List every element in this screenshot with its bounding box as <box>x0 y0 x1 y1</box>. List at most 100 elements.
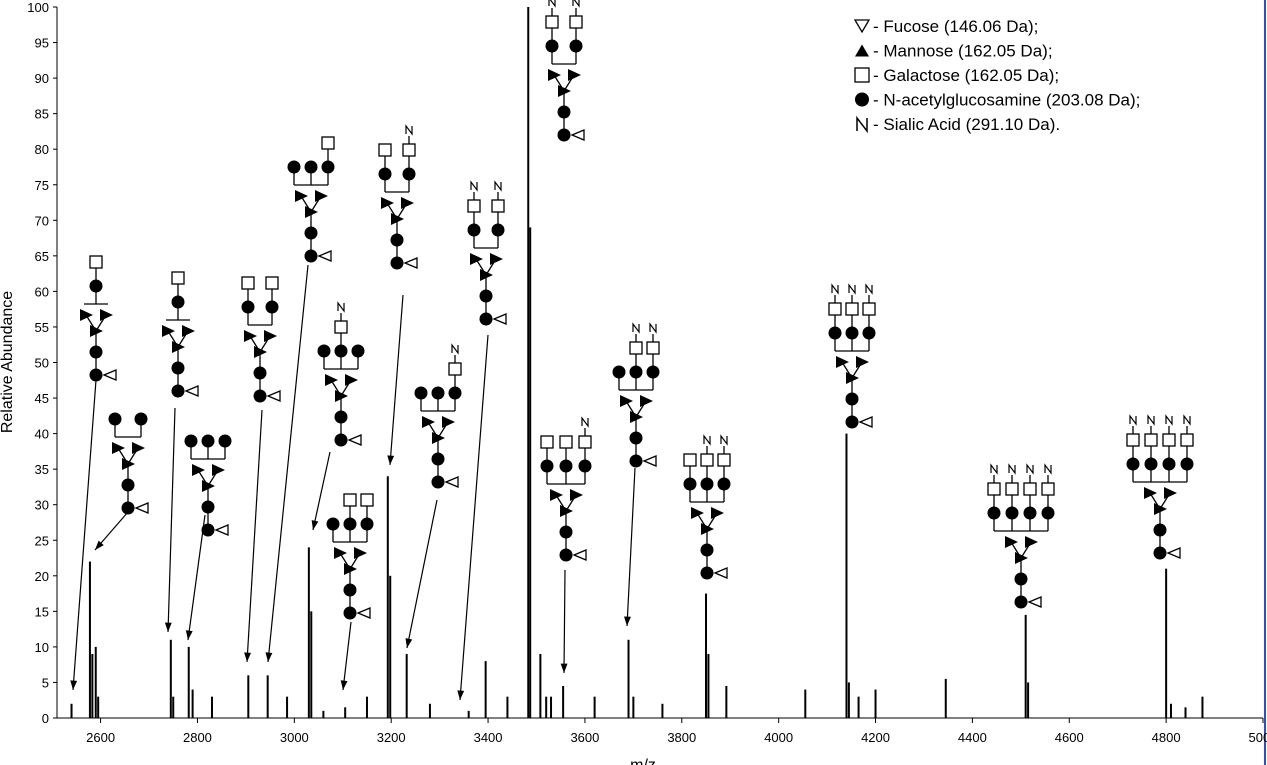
glycan-symbol <box>343 583 357 597</box>
glycan-symbol <box>354 547 367 559</box>
glycan-symbol <box>1023 506 1037 520</box>
glycan-symbol <box>494 180 502 192</box>
peak <box>725 686 728 718</box>
peak <box>506 696 509 718</box>
glycan-symbol <box>244 330 257 342</box>
peak <box>545 696 548 718</box>
peak <box>874 689 877 718</box>
glycan-symbol <box>360 493 374 507</box>
glycan-symbol <box>1162 433 1176 447</box>
peak <box>70 703 73 718</box>
glycan-symbol <box>572 549 587 561</box>
glycan-symbol <box>703 434 711 446</box>
glycan-symbol <box>317 250 332 262</box>
glycan-symbol <box>683 477 697 491</box>
arrow-head <box>265 652 273 662</box>
glycan-symbol <box>1014 572 1028 586</box>
arrow <box>389 294 404 466</box>
glycan-symbol <box>557 105 571 119</box>
glycan-symbol <box>89 368 103 382</box>
glycan-symbol <box>402 143 416 157</box>
glycan-symbol <box>378 143 392 157</box>
peak <box>310 611 313 718</box>
glycan-symbol <box>700 543 714 557</box>
glycan-symbol <box>1153 523 1167 537</box>
glycan-symbol <box>325 374 338 386</box>
glycan-symbol <box>315 190 328 202</box>
glycan-symbol <box>557 128 571 142</box>
glycan-symbol <box>828 302 842 316</box>
arrow-head <box>457 690 465 700</box>
glycan-symbol <box>545 15 559 29</box>
legend-label: - Sialic Acid (291.10 Da). <box>873 115 1060 134</box>
glycan-symbol <box>572 0 580 8</box>
arrow-head <box>244 652 251 662</box>
peak <box>484 661 487 718</box>
glycan-symbol <box>836 356 849 368</box>
glycan-symbol <box>1126 457 1140 471</box>
glycan-symbol <box>862 302 876 316</box>
glycan-symbol <box>490 253 503 265</box>
glycan-symbol <box>405 124 413 136</box>
arrow <box>187 514 206 641</box>
peak <box>593 696 596 718</box>
glycan-symbol <box>172 341 185 353</box>
peak <box>88 561 91 718</box>
peak <box>307 547 310 718</box>
glycan-symbol <box>253 366 267 380</box>
glycan-symbol <box>414 386 428 400</box>
peak <box>857 696 860 718</box>
glycan-symbol <box>846 372 859 384</box>
glycan-symbol <box>201 523 215 537</box>
arrow <box>342 621 352 691</box>
glycan-symbol <box>321 136 335 150</box>
glycan-symbol <box>548 0 556 8</box>
glycan-symbol <box>632 322 640 334</box>
arrow <box>246 409 263 663</box>
glycan-symbol <box>479 289 493 303</box>
glycan-symbol <box>442 416 455 428</box>
glycan-symbol <box>559 525 573 539</box>
glycan-symbol <box>431 452 445 466</box>
glycan-symbol <box>1027 596 1042 608</box>
glycan-symbol <box>717 453 731 467</box>
glycan-symbol <box>1005 506 1019 520</box>
peak <box>266 675 269 718</box>
glycan-symbol <box>700 453 714 467</box>
glycan-symbol <box>717 477 731 491</box>
glycan-symbol <box>184 434 198 448</box>
glycan-symbol <box>470 180 478 192</box>
glycan-symbol <box>444 476 459 488</box>
glycan-symbol <box>578 435 592 449</box>
y-tick-label: 75 <box>35 178 49 193</box>
glycan-symbol <box>121 478 135 492</box>
legend-label: - N-acetylglucosamine (203.08 Da); <box>873 91 1140 110</box>
peak <box>322 710 325 718</box>
peak <box>707 654 710 718</box>
glycan-symbol <box>470 253 483 265</box>
y-tick-label: 25 <box>35 533 49 548</box>
glycan-symbol <box>701 523 714 535</box>
y-tick-label: 10 <box>35 640 49 655</box>
glycan-symbol <box>856 356 869 368</box>
glycan-symbol <box>1129 414 1137 426</box>
peak <box>91 654 94 718</box>
glycan-symbol <box>845 392 859 406</box>
peak <box>94 646 97 718</box>
y-axis-label: Relative Abundance <box>0 291 16 433</box>
glycan-symbol <box>491 223 505 237</box>
peak <box>527 7 530 718</box>
glycan-symbol <box>987 482 1001 496</box>
glycan-symbol <box>403 257 418 269</box>
legend-symbol <box>855 44 869 57</box>
glycan-symbol <box>448 386 462 400</box>
y-tick-label: 50 <box>35 356 49 371</box>
glycan-symbol <box>241 276 255 290</box>
y-tick-label: 20 <box>35 569 49 584</box>
peak <box>405 654 408 718</box>
y-tick-label: 60 <box>35 284 49 299</box>
arrow-head <box>185 630 193 640</box>
glycan-symbol <box>89 279 103 293</box>
x-tick-label: 4200 <box>861 730 890 745</box>
peak <box>1184 707 1187 718</box>
